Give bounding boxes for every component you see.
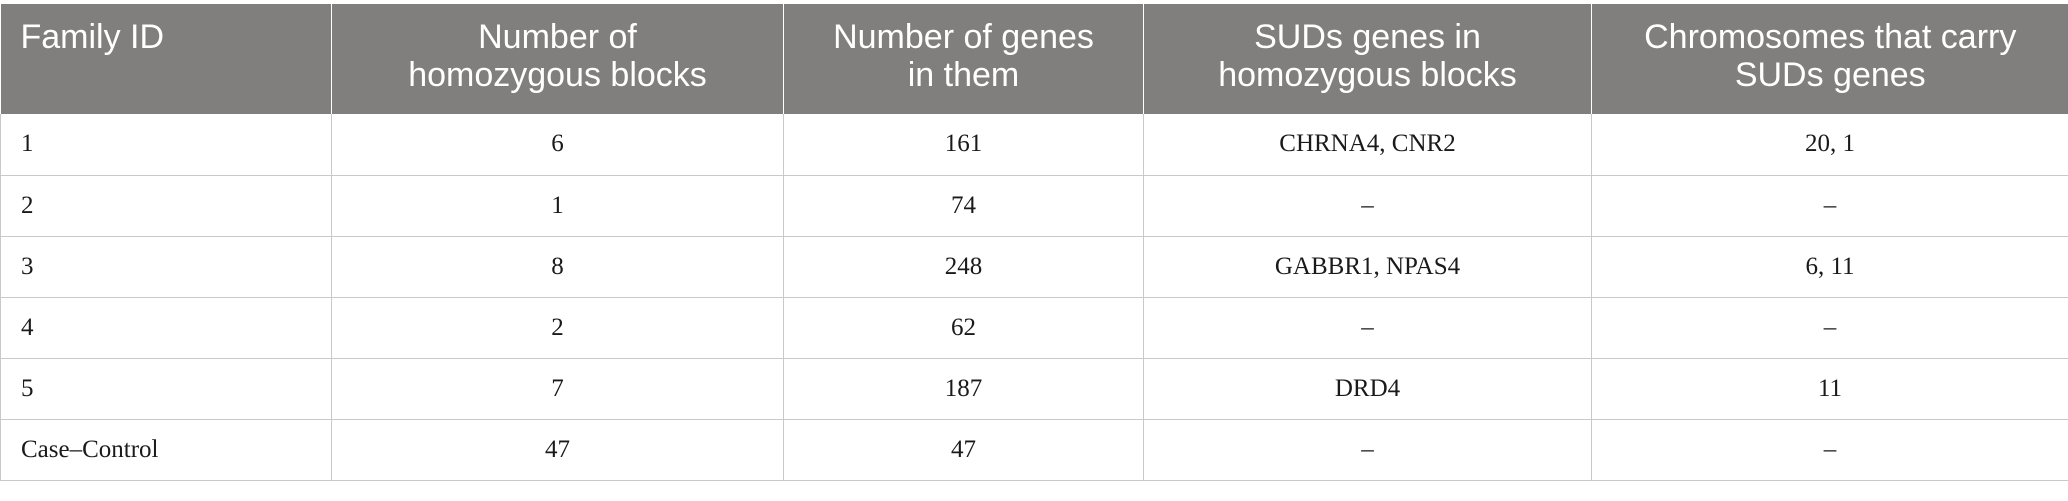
header-suds-genes: SUDs genes in homozygous blocks [1143, 4, 1592, 114]
table-header: Family ID Number of homozygous blocks Nu… [0, 4, 2068, 114]
header-number-of-genes: Number of genes in them [783, 4, 1144, 114]
header-label: Number of homozygous blocks [408, 18, 707, 94]
data-table: Family ID Number of homozygous blocks Nu… [0, 4, 2068, 481]
cell-number-of-genes: 74 [783, 175, 1144, 237]
cell-chromosomes: 11 [1591, 358, 2068, 420]
cell-homozygous-blocks: 2 [331, 297, 784, 359]
table-row: 4 2 62 – – [0, 297, 2068, 359]
table-row: 1 6 161 CHRNA4, CNR2 20, 1 [0, 114, 2068, 176]
header-label: SUDs genes in homozygous blocks [1218, 18, 1517, 94]
header-chromosomes: Chromosomes that carry SUDs genes [1591, 4, 2068, 114]
table-row: 3 8 248 GABBR1, NPAS4 6, 11 [0, 236, 2068, 298]
cell-family-id: 3 [0, 236, 332, 298]
cell-number-of-genes: 62 [783, 297, 1144, 359]
cell-family-id: Case–Control [0, 419, 332, 481]
cell-homozygous-blocks: 6 [331, 114, 784, 176]
cell-homozygous-blocks: 8 [331, 236, 784, 298]
cell-chromosomes: – [1591, 175, 2068, 237]
header-family-id: Family ID [0, 4, 332, 114]
cell-homozygous-blocks: 7 [331, 358, 784, 420]
cell-chromosomes: 6, 11 [1591, 236, 2068, 298]
cell-homozygous-blocks: 47 [331, 419, 784, 481]
cell-suds-genes: GABBR1, NPAS4 [1143, 236, 1592, 298]
cell-number-of-genes: 161 [783, 114, 1144, 176]
cell-suds-genes: – [1143, 419, 1592, 481]
table-row: Case–Control 47 47 – – [0, 419, 2068, 481]
cell-family-id: 5 [0, 358, 332, 420]
cell-chromosomes: – [1591, 419, 2068, 481]
cell-suds-genes: CHRNA4, CNR2 [1143, 114, 1592, 176]
cell-number-of-genes: 187 [783, 358, 1144, 420]
cell-homozygous-blocks: 1 [331, 175, 784, 237]
cell-suds-genes: DRD4 [1143, 358, 1592, 420]
header-label: Chromosomes that carry SUDs genes [1644, 18, 2017, 94]
cell-suds-genes: – [1143, 297, 1592, 359]
cell-chromosomes: 20, 1 [1591, 114, 2068, 176]
header-label: Number of genes in them [833, 18, 1094, 94]
header-label: Family ID [20, 18, 165, 56]
table-row: 2 1 74 – – [0, 175, 2068, 237]
table-row: 5 7 187 DRD4 11 [0, 358, 2068, 420]
table-body: 1 6 161 CHRNA4, CNR2 20, 1 2 1 74 – – 3 … [0, 114, 2068, 481]
cell-family-id: 4 [0, 297, 332, 359]
header-row: Family ID Number of homozygous blocks Nu… [0, 4, 2068, 114]
cell-number-of-genes: 248 [783, 236, 1144, 298]
cell-suds-genes: – [1143, 175, 1592, 237]
cell-chromosomes: – [1591, 297, 2068, 359]
cell-number-of-genes: 47 [783, 419, 1144, 481]
cell-family-id: 1 [0, 114, 332, 176]
header-number-of-homozygous-blocks: Number of homozygous blocks [331, 4, 784, 114]
cell-family-id: 2 [0, 175, 332, 237]
